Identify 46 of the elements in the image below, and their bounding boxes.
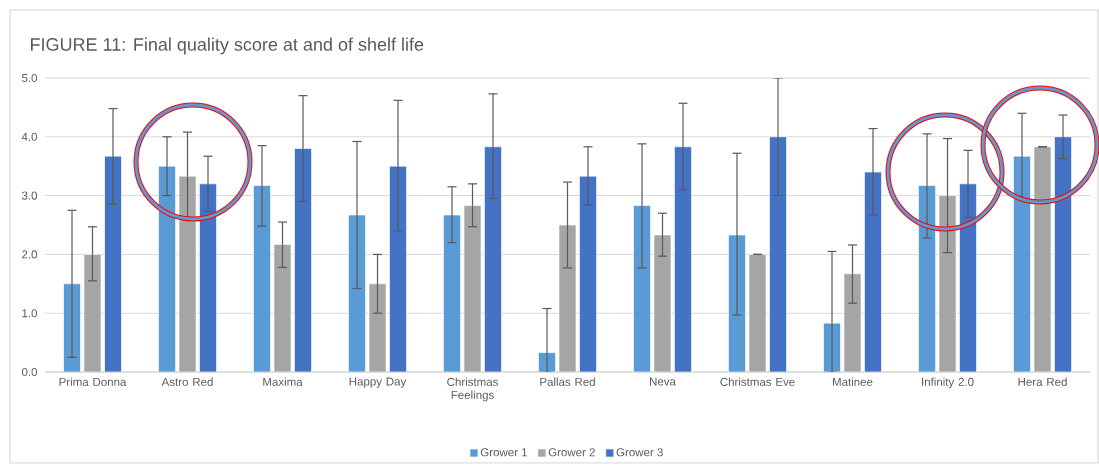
bar: [558, 224, 577, 372]
bar: [938, 195, 957, 372]
bar: [348, 214, 366, 372]
y-tick-label: 2.0: [22, 250, 38, 259]
bar: [178, 175, 197, 372]
bar: [368, 283, 387, 372]
x-tick-label: Maxima: [263, 377, 303, 386]
x-tick-label: Neva: [650, 377, 676, 386]
bar: [199, 183, 217, 372]
bar: [294, 148, 312, 372]
x-tick-label: Happy Day: [349, 377, 407, 388]
bar: [389, 165, 407, 372]
chart-title: FIGURE 11: Final quality score at and of shelf life: [31, 37, 424, 55]
bar: [484, 146, 502, 372]
bar: [1054, 136, 1072, 372]
y-tick-label: 3.0: [21, 191, 38, 200]
x-tick-label: Pallas Red: [540, 377, 595, 386]
bar: [959, 183, 977, 372]
x-tick-label: Christmas Eve: [720, 377, 795, 386]
legend-label: Grower 1: [480, 448, 527, 457]
bar: [653, 234, 672, 372]
bar: [104, 155, 122, 372]
bar: [1033, 146, 1052, 372]
x-tick-label: Prima Donna: [59, 377, 127, 386]
x-tick-label: Hera Red: [1018, 377, 1067, 386]
y-tick-label: 0.0: [21, 367, 38, 377]
bar: [83, 254, 102, 372]
bar: [864, 171, 882, 372]
x-tick-label: Matinee: [832, 377, 873, 386]
bar: [443, 214, 461, 372]
y-tick-label: 1.0: [22, 309, 38, 318]
bar: [253, 185, 271, 372]
x-tick-label: Astro Red: [161, 377, 213, 386]
bar: [769, 136, 787, 372]
bar: [273, 244, 292, 372]
legend-label: Grower 3: [616, 448, 663, 457]
legend-label: Grower 2: [548, 448, 595, 457]
bar: [674, 146, 692, 372]
x-tick-label: Infinity 2.0: [922, 377, 974, 389]
y-tick-label: 5.0: [21, 73, 38, 83]
bar: [579, 175, 597, 372]
bar: [463, 205, 482, 372]
bar: [633, 205, 651, 372]
y-tick-label: 4.0: [21, 132, 38, 141]
x-tick-label: Christmas Feelings: [447, 377, 498, 402]
bar: [843, 273, 862, 372]
